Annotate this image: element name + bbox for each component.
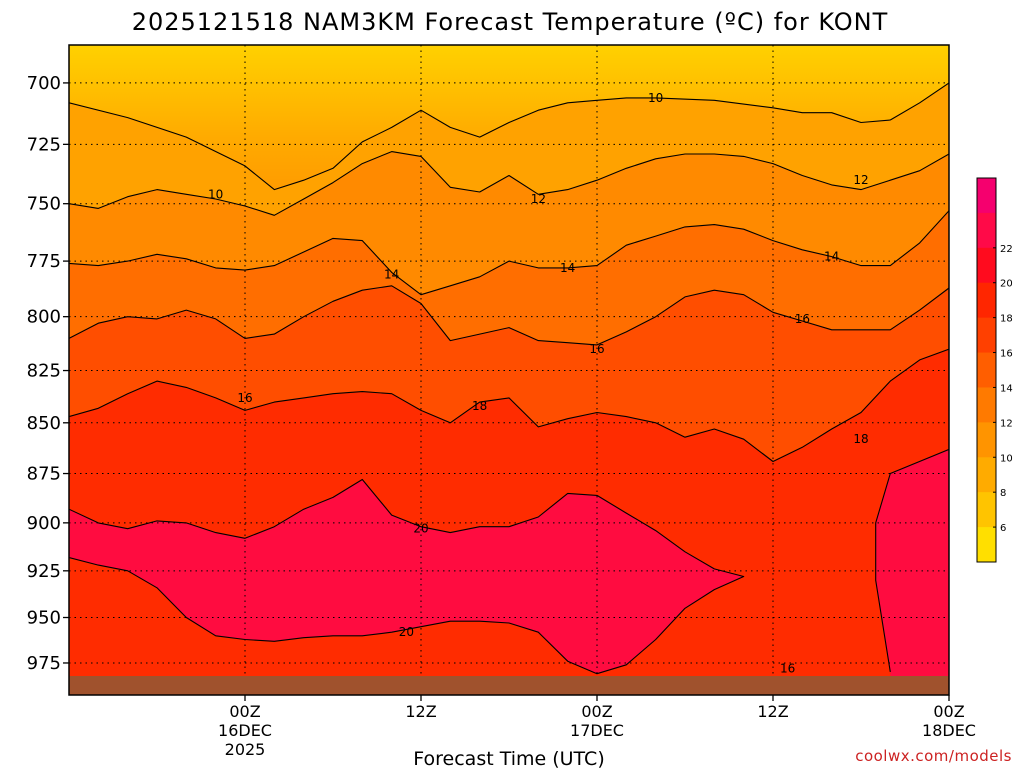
x-tick-label: 2025	[225, 740, 266, 759]
colorbar-tick-label: 14	[1000, 383, 1013, 394]
y-tick-label: 700	[27, 73, 61, 94]
y-tick-label: 950	[27, 608, 61, 629]
contour-label: 20	[413, 522, 428, 536]
ground-surface	[69, 676, 949, 695]
contour-labels: 10 10 12 12 14 14 14 16 16 16 18 18 20 20 16	[208, 91, 869, 675]
colorbar-tick-label: 6	[1000, 523, 1006, 534]
colorbar-tick-label: 22	[1000, 244, 1013, 255]
x-tick-label: 00Z	[581, 702, 612, 721]
colorbar-swatch	[977, 247, 996, 284]
y-tick-label: 825	[27, 361, 61, 382]
y-tick-label: 900	[27, 513, 61, 534]
x-tick-label: 17DEC	[570, 721, 624, 740]
contour-label: 14	[384, 268, 399, 282]
colorbar-tick-label: 8	[1000, 488, 1006, 499]
contour-label: 18	[853, 432, 868, 446]
contour-label: 12	[531, 192, 546, 206]
colorbar-swatch	[977, 387, 996, 423]
y-axis-ticks: 700 725 750 775 800 825 850 875 900 925 950 975	[27, 73, 69, 674]
contour-line-16	[69, 285, 949, 346]
y-tick-label: 800	[27, 307, 61, 328]
y-tick-label: 725	[27, 134, 61, 155]
contour-label: 16	[237, 391, 252, 405]
y-tick-label: 975	[27, 653, 61, 674]
contour-label: 12	[853, 173, 868, 187]
colorbar-swatch	[977, 317, 996, 354]
temperature-band	[875, 449, 949, 690]
contour-label: 20	[399, 625, 414, 639]
x-tick-label: 12Z	[757, 702, 788, 721]
y-tick-label: 850	[27, 413, 61, 434]
colorbar-tick-label: 20	[1000, 279, 1013, 290]
credit-text: coolwx.com/models	[855, 747, 1012, 765]
x-axis-label: Forecast Time (UTC)	[413, 748, 604, 768]
x-tick-label: 00Z	[229, 702, 260, 721]
contour-label: 14	[824, 250, 839, 264]
contour-line-14	[69, 210, 949, 296]
colorbar-swatch	[977, 178, 996, 214]
contour-line-18	[69, 348, 949, 463]
temperature-band	[69, 479, 744, 674]
colorbar-swatch	[977, 282, 996, 319]
contour-label: 14	[560, 261, 575, 275]
contour-label: 16	[589, 342, 604, 356]
y-tick-label: 875	[27, 464, 61, 485]
colorbar-swatch	[977, 492, 996, 528]
colorbar-tick-label: 18	[1000, 314, 1013, 325]
y-tick-label: 750	[27, 194, 61, 215]
x-tick-label: 12Z	[405, 702, 436, 721]
colorbar: 6 8 10 12 14 16 18 20 22	[976, 177, 1013, 563]
contour-line-20	[69, 478, 745, 675]
x-tick-label: 16DEC	[218, 721, 272, 740]
colorbar-swatch	[977, 422, 996, 458]
colorbar-swatch	[977, 212, 996, 249]
colorbar-tick-label: 10	[1000, 453, 1013, 464]
contour-label: 16	[795, 312, 810, 326]
contour-line-10	[69, 82, 949, 191]
contour-line-12	[69, 151, 949, 216]
y-tick-label: 925	[27, 561, 61, 582]
contour-label: 10	[648, 91, 663, 105]
y-tick-label: 775	[27, 251, 61, 272]
colorbar-swatch	[977, 352, 996, 388]
contour-label: 16	[780, 661, 795, 675]
chart-title: 2025121518 NAM3KM Forecast Temperature (…	[132, 8, 889, 36]
x-tick-label: 18DEC	[922, 721, 976, 740]
colorbar-swatch	[977, 457, 996, 493]
contour-label: 10	[208, 187, 223, 201]
colorbar-swatch	[977, 527, 996, 563]
temperature-bands	[69, 82, 949, 695]
contour-lines	[69, 82, 949, 675]
contour-label: 18	[472, 399, 487, 413]
colorbar-frame	[976, 177, 997, 563]
colorbar-tick-label: 16	[1000, 349, 1013, 360]
colorbar-tick-label: 12	[1000, 418, 1013, 429]
contour-line-20	[875, 448, 949, 672]
plot-area: 10 10 12 12 14 14 14 16 16 16 18 18 20 20 16	[69, 45, 949, 695]
x-tick-label: 00Z	[933, 702, 964, 721]
